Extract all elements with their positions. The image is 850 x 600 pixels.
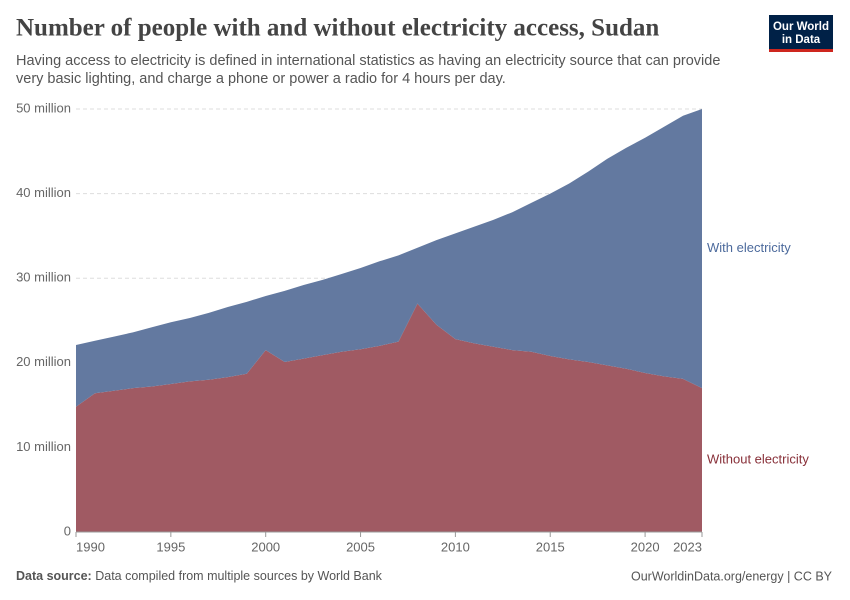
x-tick-label: 2010 — [441, 539, 470, 554]
source: Data source: Data compiled from multiple… — [16, 569, 383, 583]
logo-box — [769, 15, 833, 52]
subtitle: very basic lighting, and charge a phone … — [16, 71, 506, 87]
chart-title: Number of people with and without electr… — [16, 15, 659, 42]
y-tick-label: 50 million — [16, 100, 71, 115]
x-tick-label: 2015 — [536, 539, 565, 554]
y-tick-label: 30 million — [16, 270, 71, 285]
x-tick-label: 2000 — [251, 539, 280, 554]
x-tick-label: 2023 — [673, 539, 702, 554]
logo-text: Our World — [773, 21, 829, 33]
y-tick-label: 10 million — [16, 439, 71, 454]
series-label: Without electricity — [707, 452, 809, 467]
area — [76, 303, 702, 532]
source-label: Data source: — [16, 569, 92, 583]
logo-text: in Data — [782, 34, 821, 46]
logo-bar — [769, 49, 833, 52]
area — [76, 109, 702, 407]
source-text: Data compiled from multiple sources by W… — [95, 569, 382, 583]
logo[interactable]: Our World in Data — [769, 15, 833, 52]
y-tick-label: 20 million — [16, 354, 71, 369]
footer-link[interactable]: OurWorldinData.org/energy | CC BY — [631, 569, 833, 583]
x-tick-label: 1990 — [76, 539, 105, 554]
y-tick-label: 40 million — [16, 185, 71, 200]
x-tick-label: 2020 — [631, 539, 660, 554]
series-label: With electricity — [707, 240, 791, 255]
y-tick-label: 0 — [64, 523, 71, 538]
x-tick-label: 1995 — [156, 539, 185, 554]
subtitle: Having access to electricity is defined … — [16, 53, 720, 69]
x-tick-label: 2005 — [346, 539, 375, 554]
